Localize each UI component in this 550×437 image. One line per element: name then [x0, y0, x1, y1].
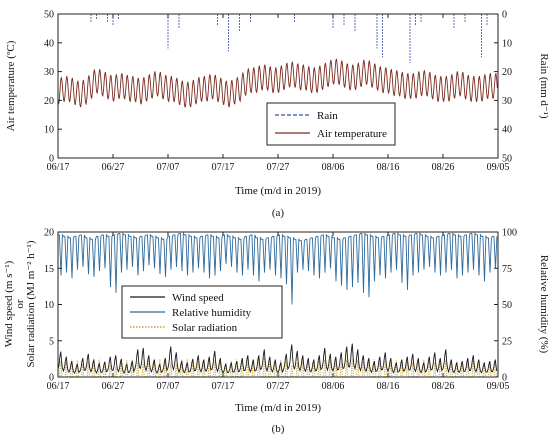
panel-a-xtick-label: 08/16	[377, 162, 400, 173]
panel-a-ytick-right-label: 50	[502, 154, 512, 165]
panel-a-xtick-label: 09/05	[487, 162, 510, 173]
panel-a-xtick-label: 06/17	[47, 162, 70, 173]
panel-a-ytick-left-label: 20	[44, 96, 54, 107]
legend-label-solar-radiation: Solar radiation	[172, 322, 238, 334]
panel-a-ytick-right-label: 40	[502, 125, 512, 136]
panel-b-axes: 06/17 06/27 07/07 07/17 07/27 08/06 08/16 08/26…	[44, 228, 517, 393]
panel-b-ytick-right-label: 0	[502, 373, 507, 384]
panel-a-ytick-left-label: 0	[49, 154, 54, 165]
panel-a-xtick-label: 07/17	[212, 162, 235, 173]
panel-a-legend: Rain Air temperature	[266, 102, 396, 146]
panel-b-ylabel-right: Relative humidity (%)	[538, 255, 550, 354]
panel-a-ytick-right-label: 30	[502, 96, 512, 107]
panel-b-legend-box	[121, 285, 283, 339]
panel-a-ytick-left-label: 10	[44, 125, 54, 136]
relative-humidity-line	[58, 232, 498, 305]
panel-b-ytick-left-label: 5	[49, 336, 54, 347]
panel-b-xtick-label: 06/27	[102, 381, 125, 392]
panel-b-ytick-left-label: 0	[49, 373, 54, 384]
panel-b-xtick-label: 07/07	[157, 381, 180, 392]
panel-a-xtick-label: 07/27	[267, 162, 290, 173]
panel-b-ytick-left-label: 10	[44, 300, 54, 311]
panel-b-xtick-label: 07/17	[212, 381, 235, 392]
panel-a-ytick-left-label: 50	[44, 10, 54, 21]
panel-b-xtick-label: 09/05	[487, 381, 510, 392]
legend-label-air-temperature: Air temperature	[317, 128, 387, 140]
wind-speed-line	[57, 343, 498, 375]
panel-b-xtick-label: 08/06	[322, 381, 345, 392]
panel-a-xtick-label: 06/27	[102, 162, 125, 173]
panel-b-ylabel-left-line3: Solar radiation (MJ m⁻² h⁻¹)	[25, 240, 37, 367]
panel-a-xlabel: Time (m/d in 2019)	[235, 185, 321, 197]
panel-b-ytick-right-label: 25	[502, 336, 512, 347]
legend-label-wind-speed: Wind speed	[172, 292, 224, 304]
panel-b-xtick-label: 07/27	[267, 381, 290, 392]
panel-a-ytick-right-label: 0	[502, 10, 507, 21]
panel-a-ylabel-right: Rain (mm d⁻¹)	[538, 53, 550, 119]
panel-b-xlabel: Time (m/d in 2019)	[235, 402, 321, 414]
panel-b-caption: (b)	[272, 423, 285, 435]
panel-a-axes: 06/17 06/27 07/07 07/17 07/27 08/06 08/16 08/26…	[44, 10, 512, 174]
legend-label-relative-humidity: Relative humidity	[172, 307, 252, 319]
panel-b-ytick-right-label: 100	[502, 228, 517, 239]
panel-b-ytick-right-label: 75	[502, 264, 512, 275]
panel-b-xtick-label: 08/16	[377, 381, 400, 392]
panel-a-xtick-label: 07/07	[157, 162, 180, 173]
panel-b-legend: Wind speed Relative humidity Solar radia…	[121, 285, 283, 339]
panel-b-ytick-left-label: 20	[44, 228, 54, 239]
panel-a-caption: (a)	[272, 207, 285, 219]
panel-b-xtick-label: 06/17	[47, 381, 70, 392]
panel-a-ytick-left-label: 30	[44, 67, 54, 78]
panel-b-ytick-right-label: 50	[502, 300, 512, 311]
panel-b-ylabel-left-line2: or	[14, 299, 26, 309]
panel-b-ytick-left-label: 15	[44, 264, 54, 275]
air-temperature-line	[57, 58, 498, 108]
panel-a-ytick-left-label: 40	[44, 38, 54, 49]
panel-a-chart: 06/17 06/27 07/07 07/17 07/27 08/06 08/16 08/26…	[5, 10, 550, 220]
panel-a-ylabel-left: Air temperature (ºC)	[5, 40, 17, 131]
legend-label-rain: Rain	[317, 110, 338, 122]
panel-a-ytick-right-label: 20	[502, 67, 512, 78]
panel-b-xtick-label: 08/26	[432, 381, 455, 392]
panel-b-chart: 06/17 06/27 07/07 07/17 07/27 08/06 08/16 08/26…	[3, 228, 550, 436]
panel-b-ylabel-left-line1: Wind speed (m s⁻¹)	[3, 260, 15, 347]
panel-a-xtick-label: 08/26	[432, 162, 455, 173]
panel-a-legend-box	[266, 102, 396, 146]
panel-a-xtick-label: 08/06	[322, 162, 345, 173]
panel-a-ytick-right-label: 10	[502, 38, 512, 49]
panel-a-series-layer	[57, 14, 498, 108]
